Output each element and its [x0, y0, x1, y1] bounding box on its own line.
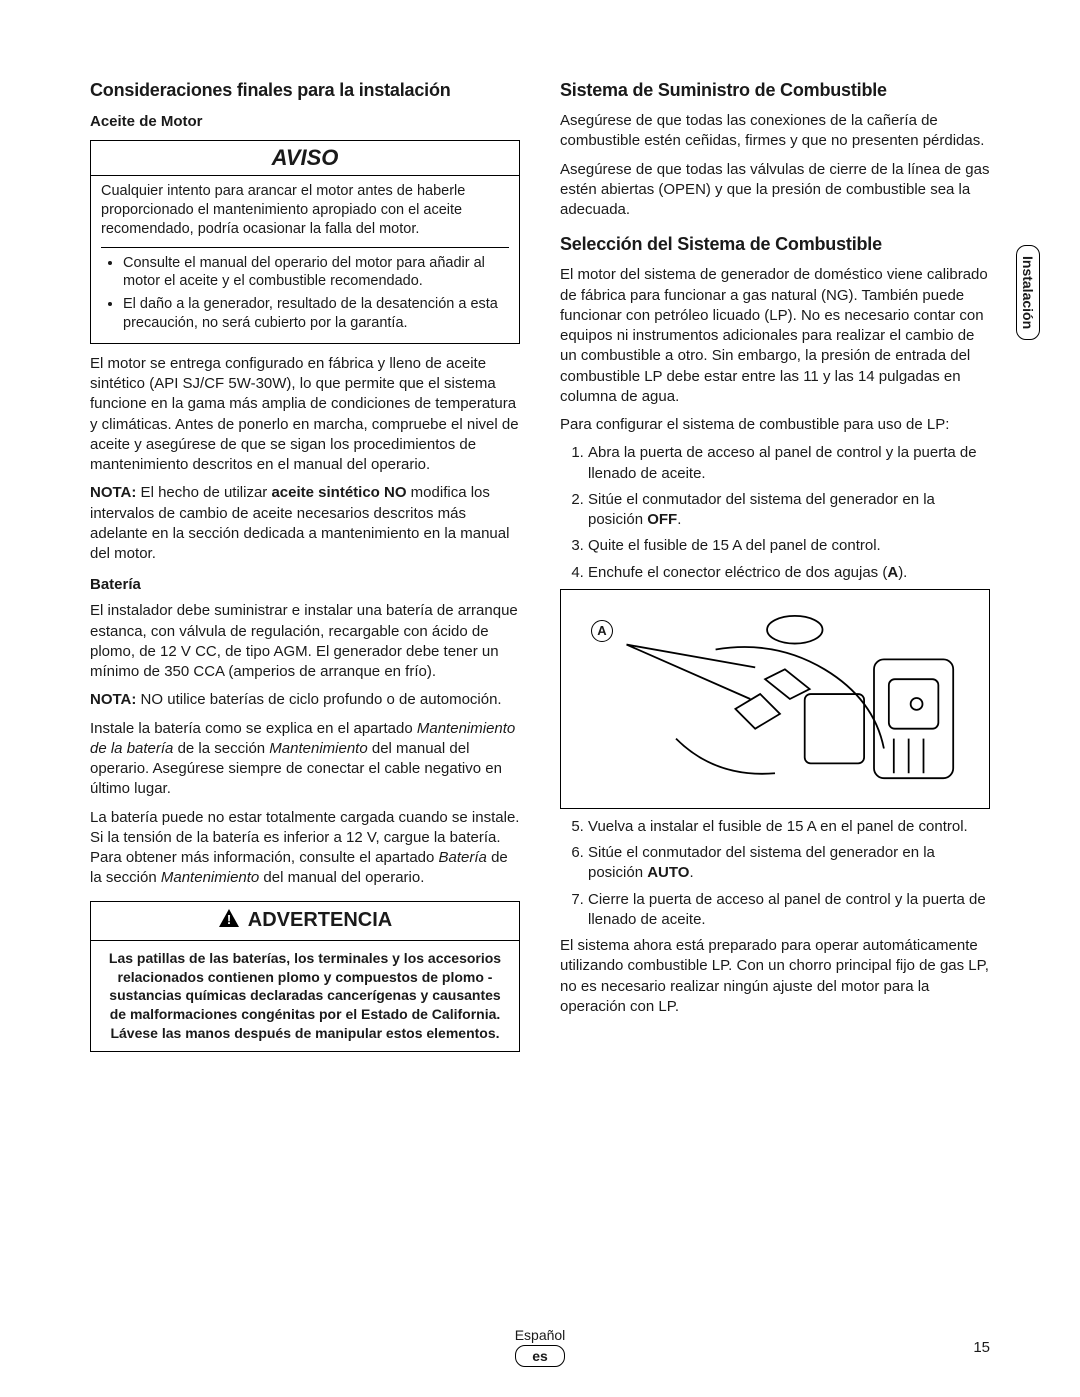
paragraph: Asegúrese de que todas las válvulas de c…: [560, 160, 990, 221]
advertencia-box: ! ADVERTENCIA Las patillas de las baterí…: [90, 901, 520, 1052]
left-column: Consideraciones finales para la instalac…: [90, 80, 520, 1064]
page-number: 15: [973, 1339, 990, 1356]
text-bold: OFF: [647, 511, 677, 528]
advertencia-title: ADVERTENCIA: [248, 909, 392, 932]
heading-consideraciones: Consideraciones finales para la instalac…: [90, 80, 520, 101]
list-item: Vuelva a instalar el fusible de 15 A en …: [588, 817, 990, 837]
text-bold: A: [887, 564, 898, 581]
advertencia-header: ! ADVERTENCIA: [91, 902, 519, 941]
list-item: Sitúe el conmutador del sistema del gene…: [588, 490, 990, 531]
diagram-svg: [571, 600, 979, 798]
paragraph: El motor del sistema de generador de dom…: [560, 265, 990, 407]
text: Enchufe el conector eléctrico de dos agu…: [588, 564, 887, 581]
text: NO utilice baterías de ciclo profundo o …: [136, 691, 501, 708]
text: ).: [898, 564, 907, 581]
text-italic: Mantenimiento: [269, 740, 367, 757]
aviso-item: Consulte el manual del operario del moto…: [123, 254, 509, 292]
connector-diagram: A: [560, 589, 990, 809]
steps-list: Abra la puerta de acceso al panel de con…: [560, 443, 990, 583]
text: Sitúe el conmutador del sistema del gene…: [588, 491, 935, 528]
text: El hecho de utilizar: [136, 484, 271, 501]
footer-lang-box: es: [515, 1345, 565, 1367]
text-italic: Batería: [439, 849, 487, 866]
aviso-body: Cualquier intento para arancar el motor …: [91, 176, 519, 343]
bateria-p2: Instale la batería como se explica en el…: [90, 719, 520, 800]
right-column: Sistema de Suministro de Combustible Ase…: [560, 80, 990, 1064]
text-bold: AUTO: [647, 864, 689, 881]
diagram-label-a: A: [591, 620, 613, 642]
page-footer: Español es 15: [0, 1327, 1080, 1367]
aviso-list: Consulte el manual del operario del moto…: [101, 247, 509, 333]
side-tab-instalacion: Instalación: [1016, 245, 1040, 340]
nota-label: NOTA:: [90, 484, 136, 501]
text: .: [677, 511, 681, 528]
text: de la sección: [173, 740, 269, 757]
aviso-header: AVISO: [91, 141, 519, 176]
motor-paragraph: El motor se entrega configurado en fábri…: [90, 354, 520, 476]
subheading-aceite: Aceite de Motor: [90, 113, 520, 130]
text: .: [689, 864, 693, 881]
bateria-p1: El instalador debe suministrar e instala…: [90, 601, 520, 682]
list-item: Cierre la puerta de acceso al panel de c…: [588, 890, 990, 931]
subheading-bateria: Batería: [90, 576, 520, 593]
text: Sitúe el conmutador del sistema del gene…: [588, 844, 935, 881]
warning-icon: !: [218, 908, 240, 934]
nota-paragraph: NOTA: El hecho de utilizar aceite sintét…: [90, 483, 520, 564]
heading-sistema-suministro: Sistema de Suministro de Combustible: [560, 80, 990, 101]
nota-label: NOTA:: [90, 691, 136, 708]
aviso-item: El daño a la generador, resultado de la …: [123, 295, 509, 333]
steps-list-cont: Vuelva a instalar el fusible de 15 A en …: [560, 817, 990, 930]
list-item: Abra la puerta de acceso al panel de con…: [588, 443, 990, 484]
paragraph: Para configurar el sistema de combustibl…: [560, 415, 990, 435]
advertencia-body: Las patillas de las baterías, los termin…: [91, 941, 519, 1051]
text: del manual del operario.: [259, 869, 424, 886]
paragraph: Asegúrese de que todas las conexiones de…: [560, 111, 990, 152]
list-item: Quite el fusible de 15 A del panel de co…: [588, 536, 990, 556]
list-item: Sitúe el conmutador del sistema del gene…: [588, 843, 990, 884]
text-italic: Mantenimiento: [161, 869, 259, 886]
svg-text:!: !: [227, 912, 231, 927]
footer-lang-label: Español: [515, 1327, 566, 1343]
text: Instale la batería como se explica en el…: [90, 720, 417, 737]
aviso-box: AVISO Cualquier intento para arancar el …: [90, 140, 520, 344]
heading-seleccion: Selección del Sistema de Combustible: [560, 234, 990, 255]
paragraph: El sistema ahora está preparado para ope…: [560, 936, 990, 1017]
footer-lang: Español es: [515, 1327, 566, 1367]
bateria-p3: La batería puede no estar totalmente car…: [90, 808, 520, 889]
list-item: Enchufe el conector eléctrico de dos agu…: [588, 563, 990, 583]
nota-bold: aceite sintético NO: [271, 484, 406, 501]
nota2-paragraph: NOTA: NO utilice baterías de ciclo profu…: [90, 690, 520, 710]
aviso-paragraph: Cualquier intento para arancar el motor …: [101, 182, 509, 239]
